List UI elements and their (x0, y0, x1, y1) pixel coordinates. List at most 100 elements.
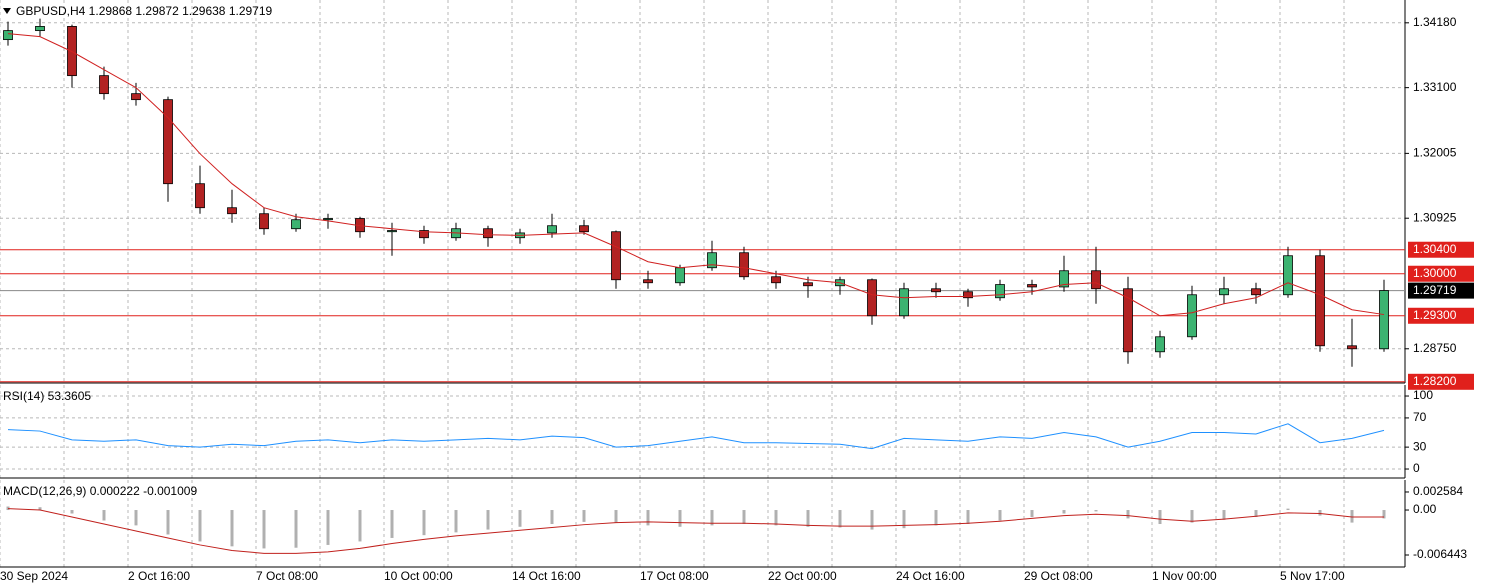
macd-bar (1094, 510, 1098, 512)
candle-body (419, 230, 429, 239)
candle-body (99, 75, 109, 95)
candle-body (1315, 255, 1325, 347)
candle-body (643, 279, 653, 284)
candle-body (1091, 270, 1101, 290)
moving-average (7, 33, 1385, 317)
macd-bar (838, 510, 842, 528)
x-tick-label: 22 Oct 00:00 (768, 569, 837, 583)
candle-body (227, 207, 237, 215)
candle-body (1283, 255, 1293, 296)
candle-body (195, 183, 205, 209)
macd-bar (742, 510, 746, 524)
macd-bar (806, 510, 810, 527)
macd-bar (582, 510, 586, 522)
macd-bar (870, 510, 874, 530)
macd-bar (454, 510, 458, 533)
macd-bar (1030, 510, 1034, 518)
x-tick-label: 1 Nov 00:00 (1152, 569, 1217, 583)
macd-bar (614, 510, 618, 523)
x-tick-label: 29 Oct 08:00 (1024, 569, 1093, 583)
macd-bar (1190, 510, 1194, 523)
macd-bar (358, 510, 362, 542)
candle-body (1379, 290, 1389, 350)
level-tag (1408, 307, 1474, 324)
candle-body (707, 252, 717, 269)
level-label: 1.30000 (1413, 266, 1457, 280)
macd-bar (1222, 510, 1226, 520)
macd-bar (102, 510, 106, 521)
candle-body (387, 230, 397, 233)
level-label: 1.28200 (1413, 374, 1457, 388)
y-tick-label: 1.30925 (1413, 210, 1457, 224)
candle-body (739, 252, 749, 278)
panel-title: RSI(14) 53.3605 (3, 389, 91, 403)
macd-bar (38, 507, 42, 511)
macd-bar (262, 510, 266, 549)
candle-body (1347, 345, 1357, 350)
candle-body (547, 225, 557, 234)
x-tick-label: 10 Oct 00:00 (384, 569, 453, 583)
y-tick-label: 0.002584 (1413, 484, 1463, 498)
macd-bar (678, 510, 682, 527)
level-label: 1.30400 (1413, 242, 1457, 256)
x-tick-label: 5 Nov 17:00 (1280, 569, 1345, 583)
y-tick-label: 30 (1413, 439, 1427, 453)
macd-bar (1126, 510, 1130, 519)
macd-bar (1254, 510, 1258, 518)
candle-body (1027, 284, 1037, 288)
candle-body (963, 291, 973, 299)
macd-bar (1382, 510, 1386, 519)
candle-body (3, 30, 13, 41)
menu-triangle (3, 8, 11, 14)
rsi-line (7, 423, 1385, 450)
macd-bar (6, 506, 10, 511)
macd-bar (1318, 510, 1322, 516)
macd-bar (326, 510, 330, 545)
macd-bar (998, 510, 1002, 521)
candle-body (35, 26, 45, 32)
x-tick-label: 30 Sep 2024 (0, 569, 68, 583)
macd-bar (198, 510, 202, 542)
y-tick-label: 100 (1413, 388, 1433, 402)
macd-bar (1286, 508, 1290, 511)
macd-bar (934, 510, 938, 526)
macd-bar (646, 510, 650, 526)
y-tick-label: -0.006443 (1413, 547, 1467, 561)
y-tick-label: 70 (1413, 410, 1427, 424)
macd-bar (1062, 510, 1066, 514)
x-tick-label: 14 Oct 16:00 (512, 569, 581, 583)
macd-bar (518, 510, 522, 527)
candle-body (291, 219, 301, 230)
y-tick-label: 1.34180 (1413, 15, 1457, 29)
x-tick-label: 7 Oct 08:00 (256, 569, 318, 583)
x-tick-label: 24 Oct 16:00 (896, 569, 965, 583)
candle-body (1219, 288, 1229, 296)
macd-bar (294, 510, 298, 548)
macd-bar (134, 510, 138, 526)
macd-bar (70, 510, 74, 514)
macd-bar (486, 510, 490, 530)
macd-bar (1158, 510, 1162, 524)
y-tick-label: 1.28750 (1413, 341, 1457, 355)
macd-bar (422, 510, 426, 536)
level-label: 1.29300 (1413, 308, 1457, 322)
current-price-tag (1408, 282, 1474, 299)
macd-bar (966, 510, 970, 524)
candle-body (611, 231, 621, 281)
level-tag (1408, 241, 1474, 258)
candle-body (579, 225, 589, 233)
candle-body (67, 26, 77, 77)
candle-body (931, 288, 941, 293)
candle-body (1155, 336, 1165, 353)
panel-title: GBPUSD,H4 1.29868 1.29872 1.29638 1.2971… (16, 4, 273, 18)
candle-body (323, 218, 333, 221)
level-tag (1408, 373, 1474, 390)
candle-body (803, 282, 813, 287)
macd-bar (550, 510, 554, 524)
candle-body (1123, 288, 1133, 353)
candle-body (675, 267, 685, 284)
macd-bar (230, 510, 234, 547)
macd-bar (166, 510, 170, 535)
